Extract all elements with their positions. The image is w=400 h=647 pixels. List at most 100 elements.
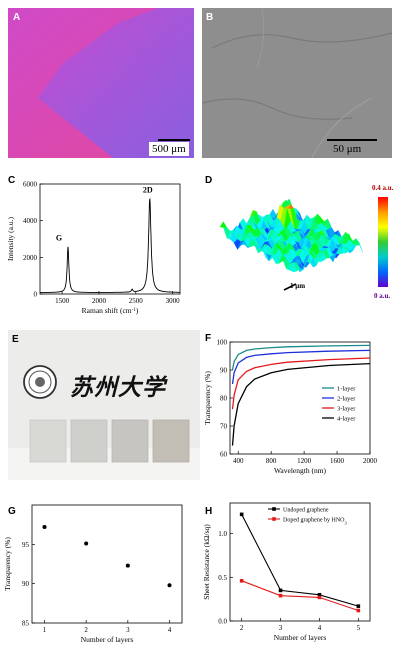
calligraphy-text: 苏州大学 xyxy=(70,374,166,401)
panel-b: B 50 μm xyxy=(202,8,392,158)
glass-slide-4 xyxy=(152,419,190,463)
legend-marker-1 xyxy=(272,517,276,521)
series-marker-0 xyxy=(278,588,283,593)
panel-c: C 1500 2000 2500 3000 0 2000 4000 6000 Raman shi… xyxy=(0,172,200,322)
y-tick-label: 100 xyxy=(217,339,228,347)
peak-label-2d: 2D xyxy=(143,186,153,195)
panel-b-label: B xyxy=(206,12,214,23)
y-tick-label: 2000 xyxy=(23,254,38,262)
y-axis-label: Sheet Resistance (kΩ/sq) xyxy=(202,524,211,600)
plot-frame xyxy=(229,502,371,622)
data-point xyxy=(125,563,130,568)
x-tick-label: 3 xyxy=(126,626,130,634)
plot-frame xyxy=(39,183,181,295)
series-line-0 xyxy=(241,514,359,607)
y-tick-label: 85 xyxy=(22,620,30,628)
series-marker-1 xyxy=(356,608,361,613)
plot-frame xyxy=(31,504,183,624)
panel-e-label: E xyxy=(12,334,19,345)
panel-a-image xyxy=(8,8,194,158)
series-line-1 xyxy=(241,580,359,612)
surface-scale-bar xyxy=(283,283,297,291)
series-marker-1 xyxy=(278,593,283,598)
legend-label-0: Undoped graphene xyxy=(283,508,329,514)
legend-marker-0 xyxy=(272,507,276,511)
y-tick-label: 0 xyxy=(34,291,38,299)
data-point xyxy=(84,541,89,546)
legend-label-4-layer: 4-layer xyxy=(337,416,356,423)
raman-spectrum-line xyxy=(40,197,180,293)
y-tick-label: 6000 xyxy=(23,181,38,189)
x-tick-label: 2000 xyxy=(363,457,378,465)
x-tick-label: 5 xyxy=(357,624,361,632)
surface-cell xyxy=(219,221,228,228)
y-tick-label: 1.0 xyxy=(218,530,227,538)
series-line-2-layer xyxy=(231,349,371,385)
data-point xyxy=(167,583,172,588)
panel-d-label: D xyxy=(205,175,213,186)
surface-scale-label: 1 μm xyxy=(290,282,306,290)
panel-c-label: C xyxy=(8,175,16,186)
panel-h: H 2 3 4 5 0.0 0.5 1.0 Number of layers Sheet Res… xyxy=(200,495,400,645)
series-line-1-layer xyxy=(231,344,371,371)
x-tick-label: 1 xyxy=(43,626,47,634)
panel-f: F 400 800 1200 1600 2000 60 70 80 90 100 Wavelengt… xyxy=(200,330,400,480)
glass-slide-1 xyxy=(29,419,67,463)
sheet-resistance-chart: 2 3 4 5 0.0 0.5 1.0 Number of layers Sheet Resis… xyxy=(202,502,371,642)
series-marker-0 xyxy=(239,512,244,517)
data-point xyxy=(42,525,47,530)
x-axis-label: Wavelength (nm) xyxy=(274,466,327,475)
x-tick-label: 400 xyxy=(233,457,244,465)
x-tick-label: 800 xyxy=(266,457,277,465)
x-tick-label: 4 xyxy=(318,624,322,632)
panel-a: A 500 μm xyxy=(8,8,194,158)
series-marker-1 xyxy=(239,578,244,583)
x-tick-label: 1600 xyxy=(330,457,345,465)
scale-bar-a-label: 500 μm xyxy=(149,142,189,156)
surface-mesh xyxy=(219,198,363,273)
x-tick-label: 1500 xyxy=(55,297,70,305)
x-tick-label: 2000 xyxy=(92,297,107,305)
series-marker-0 xyxy=(317,592,322,597)
raman-chart: 1500 2000 2500 3000 0 2000 4000 6000 Raman shift… xyxy=(6,181,181,315)
y-axis-label: Transparency (%) xyxy=(203,371,212,425)
x-tick-label: 3 xyxy=(279,624,283,632)
panel-f-label: F xyxy=(205,333,212,344)
y-tick-label: 70 xyxy=(220,423,228,431)
legend-label-1-layer: 1-layer xyxy=(337,386,356,393)
y-tick-label: 4000 xyxy=(23,217,38,225)
panel-d: D 0.4 a.u. 0 a.u. 1 μm xyxy=(200,172,400,322)
y-tick-label: 95 xyxy=(22,541,30,549)
colorbar-max-label: 0.4 a.u. xyxy=(372,184,394,192)
x-tick-label: 2 xyxy=(84,626,88,634)
scale-bar-b-label: 50 μm xyxy=(333,143,362,155)
y-tick-label: 0.5 xyxy=(218,574,227,582)
panel-h-label: H xyxy=(205,506,213,517)
y-tick-label: 60 xyxy=(220,451,228,459)
y-tick-label: 90 xyxy=(22,580,30,588)
series-line-3-layer xyxy=(231,357,371,410)
transparency-spectrum-chart: 400 800 1200 1600 2000 60 70 80 90 100 Wavelength … xyxy=(203,339,378,476)
photo-samples xyxy=(8,330,200,480)
y-axis-label: Transparency (%) xyxy=(3,537,12,591)
panel-e: 苏州大学 E xyxy=(8,330,200,480)
x-tick-label: 1200 xyxy=(297,457,312,465)
x-tick-label: 4 xyxy=(168,626,172,634)
peak-label-g: G xyxy=(56,233,62,242)
colorbar-min-label: 0 a.u. xyxy=(374,292,391,300)
series-marker-0 xyxy=(356,604,361,608)
glass-slide-3 xyxy=(111,419,149,463)
y-tick-label: 0.0 xyxy=(218,618,227,626)
x-axis-label: Number of layers xyxy=(81,635,134,644)
glass-slide-2 xyxy=(70,419,108,463)
y-tick-label: 80 xyxy=(220,395,228,403)
x-axis-label: Number of layers xyxy=(274,633,327,642)
x-tick-label: 3000 xyxy=(166,297,181,305)
legend-label-2-layer: 2-layer xyxy=(337,396,356,403)
surface-cell xyxy=(289,262,298,273)
x-tick-label: 2500 xyxy=(129,297,144,305)
panel-b-image xyxy=(202,8,392,158)
panel-a-label: A xyxy=(13,12,21,23)
y-axis-label: Intensity (a.u.) xyxy=(6,217,15,261)
surface-plot xyxy=(219,198,363,291)
